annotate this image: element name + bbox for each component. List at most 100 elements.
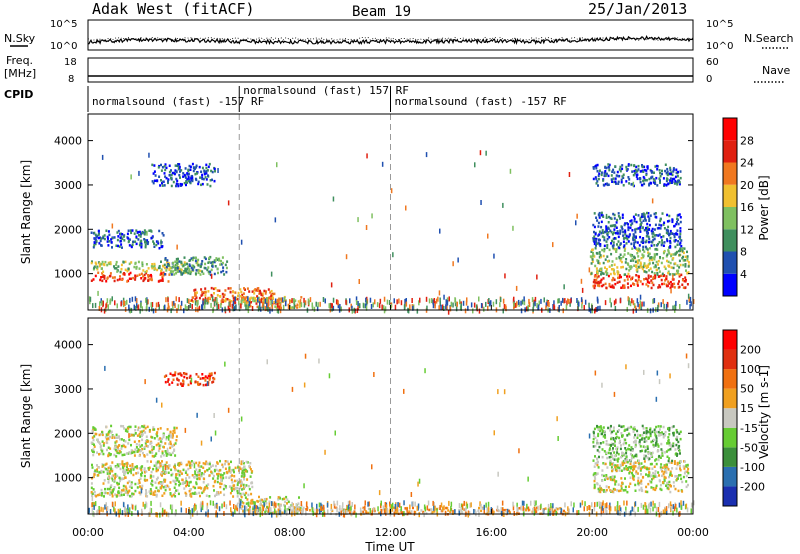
heatmap-cell — [123, 239, 126, 242]
noise-cell — [167, 302, 170, 308]
heatmap-cell — [168, 174, 171, 177]
heatmap-cell — [182, 380, 185, 383]
heatmap-cell — [649, 267, 652, 270]
heatmap-cell — [107, 476, 110, 479]
heatmap-cell — [108, 470, 111, 473]
heatmap-cell — [207, 462, 210, 466]
heatmap-cell — [676, 220, 678, 224]
heatmap-cell — [264, 500, 267, 503]
heatmap-cell — [535, 510, 538, 513]
heatmap-cell — [195, 164, 198, 167]
noise-cell — [332, 297, 335, 303]
noise-cell — [502, 308, 504, 314]
heatmap-cell — [242, 292, 245, 295]
heatmap-cell — [141, 434, 143, 438]
heatmap-cell — [138, 426, 141, 429]
noise-cell — [496, 505, 499, 511]
heatmap-cell — [153, 437, 156, 440]
noise-cell — [596, 306, 598, 312]
noise-cell — [536, 302, 538, 308]
noise-cell — [633, 507, 635, 513]
noise-cell — [558, 306, 560, 312]
noise-cell — [174, 303, 176, 309]
noise-cell — [300, 501, 303, 506]
heatmap-cell — [678, 474, 680, 477]
heatmap-cell — [240, 494, 242, 497]
heatmap-cell — [643, 250, 646, 253]
heatmap-cell — [219, 482, 221, 485]
heatmap-cell — [174, 495, 177, 498]
heatmap-cell — [635, 264, 638, 267]
heatmap-cell — [190, 464, 193, 467]
noise-cell — [672, 510, 674, 516]
heatmap-cell — [648, 184, 651, 187]
heatmap-cell — [110, 424, 113, 428]
noise-cell — [372, 302, 374, 308]
heatmap-cell — [620, 432, 623, 435]
noise-cell — [169, 504, 172, 510]
heatmap-cell — [631, 465, 634, 468]
heatmap-cell — [136, 434, 139, 437]
noise-cell — [294, 507, 296, 513]
heatmap-cell — [658, 177, 661, 180]
noise-cell — [200, 507, 202, 513]
heatmap-cell — [188, 376, 191, 379]
heatmap-cell — [261, 498, 264, 502]
heatmap-cell — [173, 273, 176, 276]
noise-cell — [474, 162, 476, 168]
heatmap-cell — [686, 470, 689, 473]
heatmap-cell — [246, 287, 249, 290]
heatmap-cell — [666, 463, 668, 466]
noise-cell — [315, 512, 318, 518]
heatmap-cell — [625, 242, 628, 245]
heatmap-cell — [598, 489, 601, 492]
heatmap-cell — [651, 232, 654, 235]
heatmap-cell — [99, 492, 102, 495]
heatmap-cell — [667, 436, 670, 439]
heatmap-cell — [647, 437, 650, 440]
heatmap-cell — [140, 246, 143, 249]
heatmap-cell — [197, 486, 200, 489]
noise-cell — [215, 510, 217, 516]
heatmap-cell — [622, 176, 625, 179]
heatmap-cell — [102, 482, 105, 485]
heatmap-cell — [114, 475, 117, 478]
heatmap-cell — [645, 169, 648, 172]
heatmap-cell — [633, 242, 636, 245]
noise-cell — [492, 301, 495, 307]
heatmap-cell — [197, 268, 200, 272]
heatmap-cell — [637, 278, 640, 281]
heatmap-cell — [146, 478, 149, 482]
heatmap-cell — [666, 442, 669, 445]
heatmap-cell — [121, 477, 124, 480]
heatmap-cell — [270, 289, 273, 293]
heatmap-cell — [678, 249, 680, 253]
heatmap-cell — [596, 424, 598, 428]
heatmap-cell — [159, 437, 162, 440]
nsky-line — [87, 34, 694, 46]
heatmap-cell — [273, 292, 276, 296]
heatmap-cell — [661, 282, 664, 286]
heatmap-cell — [138, 479, 141, 482]
heatmap-cell — [612, 462, 615, 465]
noise-cell — [148, 152, 150, 158]
heatmap-cell — [684, 263, 687, 266]
heatmap-cell — [596, 457, 599, 460]
heatmap-cell — [665, 284, 668, 288]
heatmap-cell — [213, 260, 216, 264]
noise-cell — [121, 510, 124, 516]
noise-cell — [390, 303, 392, 309]
heatmap-cell — [614, 440, 616, 443]
heatmap-cell — [142, 269, 145, 272]
heatmap-cell — [124, 471, 127, 474]
heatmap-cell — [112, 490, 114, 493]
heatmap-cell — [96, 268, 99, 271]
noise-cell — [279, 308, 282, 314]
heatmap-cell — [679, 430, 682, 434]
heatmap-cell — [645, 247, 648, 250]
noise-cell — [253, 504, 256, 510]
heatmap-cell — [196, 477, 199, 481]
heatmap-cell — [646, 167, 649, 170]
noise-cell — [533, 500, 536, 506]
heatmap-cell — [153, 267, 156, 270]
